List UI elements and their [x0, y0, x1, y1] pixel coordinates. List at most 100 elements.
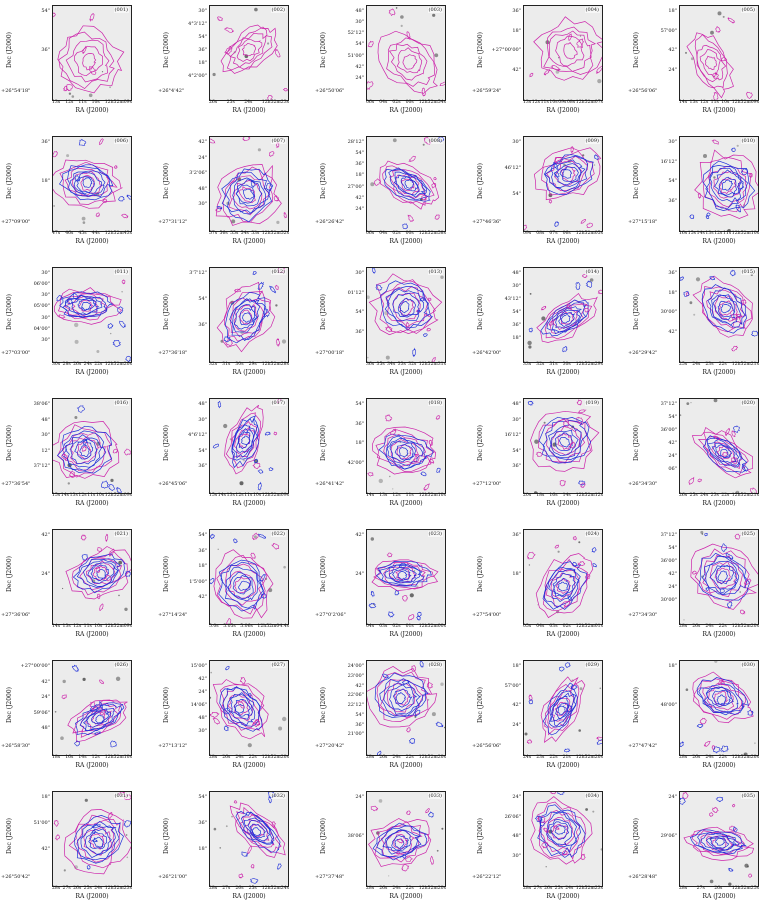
ra-tick-labels: 05s 04s 03s 02s 12h52m01s	[523, 624, 603, 629]
ra-tick-label: 12s	[65, 100, 74, 105]
ra-tick-label: 33s	[397, 362, 406, 367]
image-panel: (001)	[52, 5, 132, 101]
ra-tick-label: 12s	[700, 100, 709, 105]
ra-tick-label: 04s	[379, 231, 388, 236]
ra-tick-labels: 04s 03s 02s 01s 12h52m00s	[366, 624, 446, 629]
dec-axis-label: Dec (J2000)	[320, 163, 327, 199]
ra-tick-label: 04s	[366, 624, 375, 629]
ra-tick-label: 12h52m05s	[575, 231, 603, 236]
dec-tick-label: 30'00"	[660, 597, 677, 603]
dec-origin-label: +27°0'2'06"	[315, 612, 346, 618]
dec-tick-label: 18"	[198, 60, 207, 66]
ra-tick-label: 26s	[379, 886, 388, 891]
dec-origin-label: +27°31'12"	[158, 219, 188, 225]
dec-tick-label: +27°00'00"	[20, 663, 50, 669]
ra-tick-label: 28s	[679, 755, 688, 760]
dec-axis-label: Dec (J2000)	[6, 163, 13, 199]
ra-tick-label: 23s	[705, 362, 714, 367]
ra-tick-label: 12h52m20s	[731, 755, 759, 760]
ra-tick-label: 26s	[692, 755, 701, 760]
ra-tick-label: 22s	[718, 624, 727, 629]
radio-contours	[61, 664, 128, 748]
ra-tick-label: 11s	[710, 100, 719, 105]
ra-axis-label: RA (J2000)	[232, 107, 266, 114]
dec-tick-label: 42"	[668, 440, 677, 446]
dec-tick-label: 52'12"	[347, 30, 364, 37]
ra-tick-label: 25s	[248, 886, 257, 891]
ra-tick-label: 12h52m29s	[575, 362, 603, 367]
optical-background	[527, 278, 594, 349]
dec-tick-label: 48"	[198, 401, 207, 407]
dec-tick-label: 42"	[668, 328, 677, 335]
panel-6: Dec (J2000) 36" 18" +27°09'00" (006) 47s 46s 45…	[0, 131, 157, 262]
ra-tick-label: 02s	[392, 231, 401, 236]
ra-tick-label: 12h52m23s	[575, 886, 603, 891]
ra-tick-label: 12h52m24s	[261, 886, 289, 891]
dec-axis-label: Dec (J2000)	[477, 687, 484, 723]
dec-axis-label: Dec (J2000)	[163, 425, 170, 461]
dec-tick-label: 48"	[512, 833, 521, 839]
dec-tick-label: 24'00"	[347, 663, 364, 669]
dec-tick-label: 30"	[41, 292, 50, 299]
image-panel: (008)	[366, 136, 446, 232]
dec-tick-label: 48"	[512, 401, 521, 407]
ra-tick-label: 06s	[562, 231, 571, 236]
image-panel: (023)	[366, 529, 446, 625]
ra-tick-label: 46s	[65, 231, 74, 236]
dec-tick-label: 54"	[668, 178, 677, 184]
ra-tick-labels: 28s 27s 26s 25s 24s 12h52m23s	[52, 886, 132, 891]
radio-contours	[53, 138, 131, 219]
dec-axis-label: Dec (J2000)	[6, 556, 13, 592]
dec-origin-label: +27°00'18"	[315, 350, 345, 356]
dec-tick-label: 04'00"	[33, 325, 50, 332]
dec-tick-label: 54"	[668, 414, 677, 420]
ra-tick-label: 18s	[52, 755, 61, 760]
ra-tick-label: 12h52m10s	[731, 231, 759, 236]
radio-contours	[527, 399, 600, 488]
ra-tick-label: 09s	[558, 100, 567, 105]
dec-tick-label: 18"	[668, 8, 677, 14]
radio-contours	[210, 665, 269, 740]
ra-tick-label: 26s	[73, 886, 82, 891]
dec-tick-label: 30"	[41, 336, 50, 343]
ra-tick-label: 57s	[209, 231, 218, 236]
radio-contours	[65, 533, 131, 611]
dec-tick-label: 54"	[198, 296, 207, 302]
dec-tick-label: 30"	[198, 728, 207, 734]
ra-tick-label: 07s	[549, 231, 558, 236]
panel-id-label: (023)	[427, 531, 443, 537]
ra-tick-label: 20s	[523, 493, 532, 498]
ra-axis-label: RA (J2000)	[75, 369, 109, 376]
dec-tick-label: 18"	[668, 663, 677, 669]
dec-axis-label: Dec (J2000)	[477, 818, 484, 854]
ra-tick-label: 22s	[94, 362, 103, 367]
ra-tick-label: 05s	[523, 624, 532, 629]
image-panel: (002)	[209, 5, 289, 101]
dec-origin-label: +27°36'18"	[158, 350, 188, 356]
image-panel: (003)	[366, 5, 446, 101]
dec-tick-label: 36"	[512, 532, 521, 538]
dec-axis-label: Dec (J2000)	[163, 294, 170, 330]
panel-id-label: (015)	[740, 269, 756, 275]
ra-tick-label: 00s	[405, 231, 414, 236]
panel-26: Dec (J2000) +27°00'00" 42" 24" 59'06" 48" +26°…	[0, 655, 157, 786]
dec-axis-label: Dec (J2000)	[163, 687, 170, 723]
dec-tick-label: 42"	[668, 47, 677, 53]
panel-30: Dec (J2000) 18" 48'00" +27°47'42" (030) 28s 26…	[627, 655, 784, 786]
ra-tick-label: 35s	[376, 362, 385, 367]
panel-id-label: (002)	[270, 7, 286, 13]
ra-tick-label: 12h52m00s	[418, 624, 446, 629]
dec-tick-label: 38'06"	[33, 401, 50, 407]
radio-contours	[368, 552, 439, 621]
ra-tick-labels: 13s 12s 11s 10s 09s 08s 12h52m07s	[523, 100, 603, 105]
ra-tick-label: 28s	[52, 886, 61, 891]
dec-origin-label: +26°58'30"	[1, 743, 31, 749]
image-panel: (024)	[523, 529, 603, 625]
dec-tick-label: 54"	[668, 545, 677, 551]
dec-tick-label: 18"	[355, 172, 364, 179]
dec-tick-label: 4°3'12"	[188, 21, 207, 27]
optical-background	[680, 399, 740, 493]
dec-tick-label: 24"	[512, 721, 521, 728]
ra-tick-label: 08s	[566, 100, 576, 105]
dec-axis-label: Dec (J2000)	[633, 163, 640, 199]
